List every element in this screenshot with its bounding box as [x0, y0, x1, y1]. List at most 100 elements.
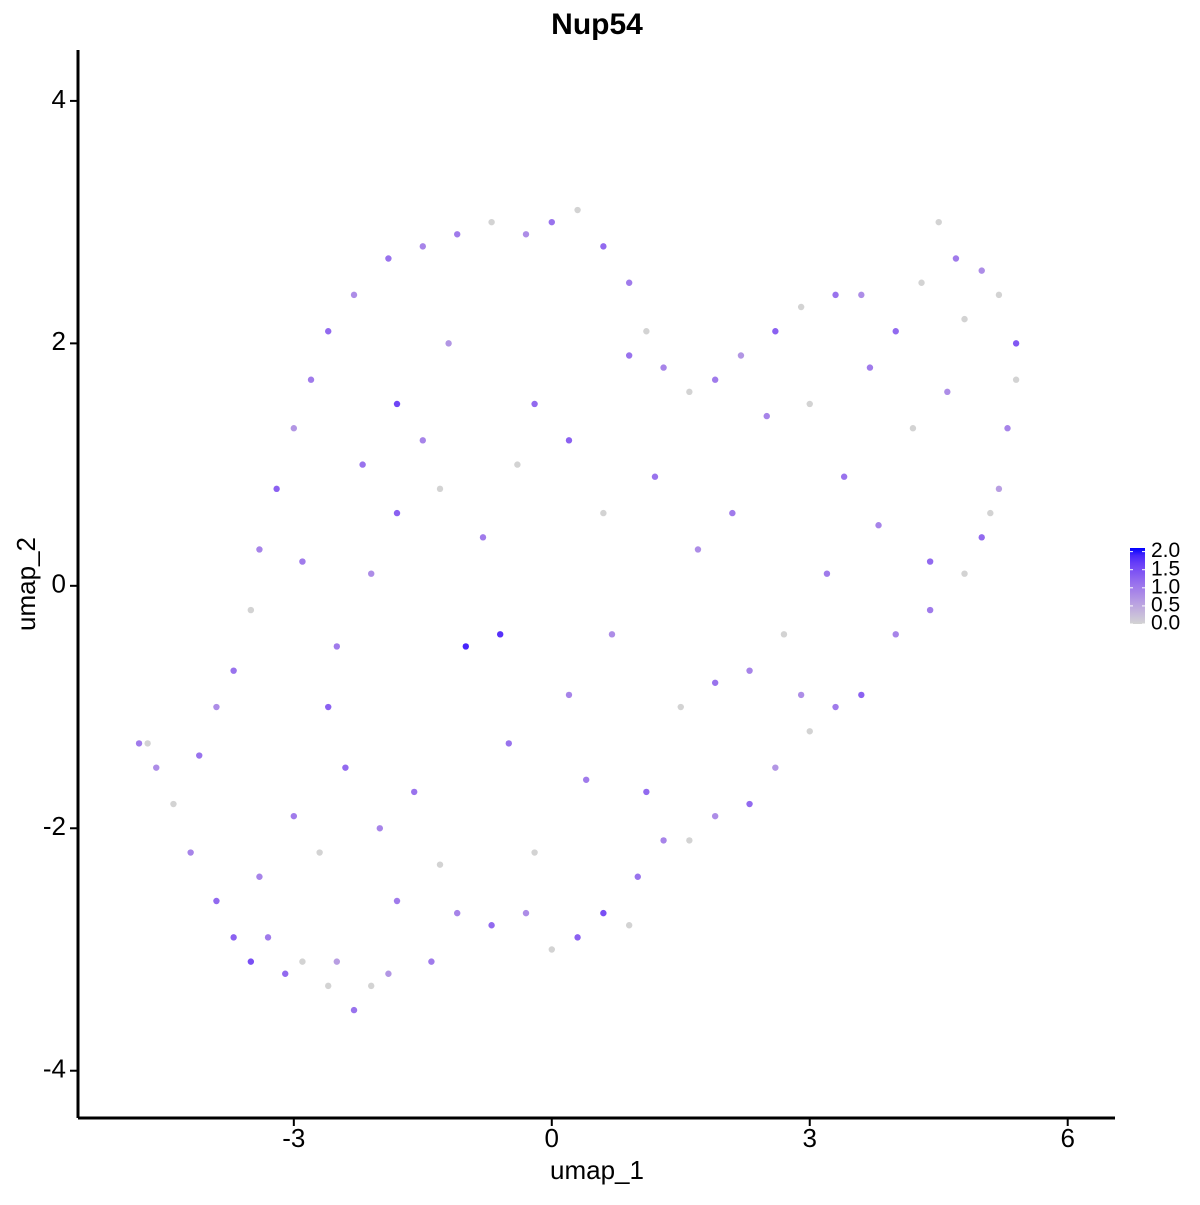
point [488, 922, 495, 929]
point [797, 303, 805, 311]
point [393, 509, 401, 517]
point [600, 509, 607, 517]
point [290, 425, 298, 432]
point [832, 291, 839, 299]
point [600, 243, 607, 250]
point [230, 934, 237, 941]
point [264, 934, 272, 941]
point [454, 231, 461, 238]
point [325, 703, 332, 711]
point [608, 631, 616, 638]
point [978, 534, 985, 541]
point [1012, 340, 1020, 347]
point [247, 958, 255, 965]
point [651, 473, 659, 480]
point [686, 388, 693, 396]
colorbar-label: 0.5 [1151, 593, 1180, 616]
point [350, 1006, 358, 1014]
point [634, 873, 641, 880]
point [187, 849, 194, 856]
point [393, 400, 401, 408]
point [995, 485, 1003, 493]
point [299, 958, 306, 965]
point [290, 812, 298, 820]
point [660, 837, 667, 844]
point [445, 340, 452, 347]
point [436, 485, 444, 493]
point [909, 425, 917, 432]
point [643, 328, 650, 335]
point [368, 570, 375, 577]
point [858, 691, 865, 699]
chart-title: Nup54 [551, 8, 643, 41]
y-tick-label: -4 [43, 1054, 66, 1084]
point [273, 485, 280, 493]
point [772, 328, 779, 335]
point [462, 643, 470, 650]
point [1004, 425, 1011, 432]
point [978, 267, 985, 274]
point [144, 740, 151, 747]
point [325, 982, 332, 990]
point [479, 534, 487, 541]
point [643, 788, 650, 796]
point [299, 558, 306, 565]
y-axis-label: umap_2 [11, 537, 41, 631]
point [840, 473, 848, 480]
point [385, 255, 392, 262]
point [918, 279, 925, 286]
point [316, 849, 323, 856]
point [892, 631, 899, 638]
point [875, 522, 882, 529]
point [393, 897, 401, 905]
point [230, 667, 237, 674]
point [746, 800, 753, 808]
point [823, 570, 831, 577]
x-axis-label: umap_1 [550, 1155, 644, 1185]
y-tick-label: -2 [43, 811, 66, 841]
y-tick-label: 0 [52, 569, 66, 599]
point [247, 606, 255, 614]
point [737, 352, 745, 359]
point [531, 849, 538, 856]
point [213, 703, 220, 711]
point [514, 461, 521, 468]
point [961, 570, 968, 577]
point [832, 703, 839, 711]
point [385, 970, 392, 977]
point [711, 376, 719, 383]
colorbar-label: 2.0 [1151, 539, 1180, 562]
point [325, 328, 332, 335]
point [436, 861, 444, 868]
point [488, 218, 495, 226]
point [858, 291, 865, 299]
point [522, 231, 530, 238]
point [454, 909, 461, 917]
point [625, 352, 633, 359]
point [565, 691, 573, 699]
point [256, 546, 263, 553]
x-tick-label: -3 [282, 1123, 305, 1153]
point [282, 970, 289, 977]
colorbar-label: 1.5 [1151, 557, 1180, 580]
y-tick-label: 4 [52, 84, 66, 114]
point [333, 643, 341, 650]
point [892, 328, 899, 335]
point [505, 740, 512, 747]
point [660, 364, 667, 371]
x-tick-label: 3 [803, 1123, 817, 1153]
point [711, 679, 719, 686]
point [213, 897, 220, 905]
point [797, 691, 805, 699]
point [411, 788, 418, 796]
point [935, 218, 942, 226]
point [428, 958, 435, 965]
x-tick-label: 6 [1060, 1123, 1074, 1153]
point [531, 400, 538, 408]
point [987, 509, 994, 517]
point [574, 206, 581, 214]
point [961, 315, 968, 323]
point [368, 982, 375, 990]
